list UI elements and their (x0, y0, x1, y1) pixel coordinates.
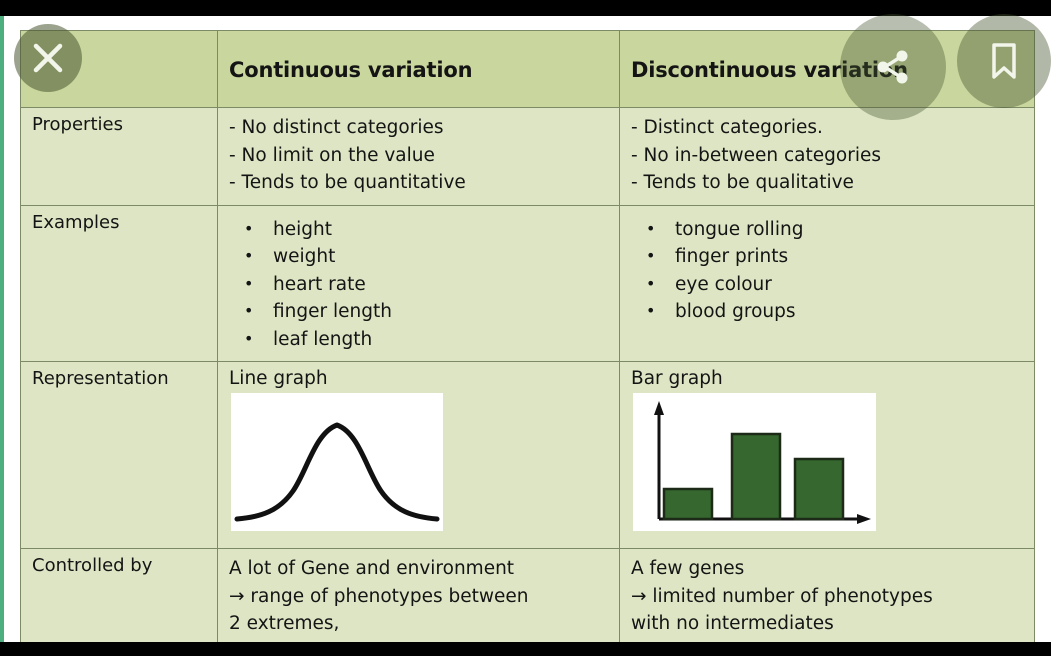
text-line: - Tends to be quantitative (229, 172, 466, 193)
text-line: - No in-between categories (631, 144, 881, 166)
cell-examples-discontinuous: tongue rolling finger prints eye colour … (619, 204, 1035, 362)
cell-representation-continuous: Line graph (217, 361, 620, 549)
table-row: Examples height weight heart rate finger… (20, 204, 1035, 362)
list-item: blood groups (646, 297, 1024, 326)
cell-properties-continuous: - No distinct categories - No limit on t… (217, 107, 620, 206)
bar-chart-icon (654, 401, 871, 524)
text-line: - Tends to be qualitative (631, 172, 854, 193)
header-cell-continuous: Continuous variation (217, 30, 620, 108)
text-line: A few genes (631, 558, 745, 579)
text-line: 2 extremes, (229, 613, 340, 634)
close-icon (33, 43, 63, 73)
table-row: Controlled by A lot of Gene and environm… (20, 548, 1035, 642)
row-label-representation: Representation (20, 361, 218, 549)
bookmark-button[interactable] (957, 14, 1051, 108)
text-line: A lot of Gene and environment (229, 558, 515, 579)
text-line: with no intermediates (631, 613, 834, 634)
text-line: - Distinct categories. (631, 117, 823, 138)
figure-caption-line-graph: Line graph (229, 368, 328, 389)
cell-representation-discontinuous: Bar graph (619, 361, 1035, 549)
row-label-properties: Properties (20, 107, 218, 206)
cell-controlled-by-discontinuous: A few genes → limited number of phenotyp… (619, 548, 1035, 642)
text-line: - No limit on the value (229, 144, 435, 166)
list-item: height (244, 215, 609, 244)
row-label-controlled-by: Controlled by (20, 548, 218, 642)
text-line: → limited number of phenotypes (631, 585, 933, 607)
cell-properties-discontinuous: - Distinct categories. - No in-between c… (619, 107, 1035, 206)
figure-caption-bar-graph: Bar graph (631, 368, 723, 389)
text-block: - Distinct categories. - No in-between c… (631, 114, 1024, 197)
comparison-table: Continuous variation Discontinuous varia… (20, 30, 1035, 642)
cell-examples-continuous: height weight heart rate finger length l… (217, 204, 620, 362)
comparison-table-wrapper: Continuous variation Discontinuous varia… (20, 30, 1035, 642)
list-item: tongue rolling (646, 215, 1024, 244)
share-icon (877, 50, 908, 84)
line-graph-figure (231, 393, 443, 531)
text-line: e.g. A, B, AB and O blood groups (631, 638, 1024, 643)
table-row: Properties - No distinct categories - No… (20, 107, 1035, 206)
list-item: finger prints (646, 242, 1024, 271)
text-line: → range of phenotypes between (229, 585, 529, 607)
header-label-discontinuous: Discontinuous variation (631, 58, 908, 82)
list-item: heart rate (244, 270, 609, 299)
list-item: eye colour (646, 270, 1024, 299)
text-line: - No distinct categories (229, 117, 444, 138)
close-button[interactable] (14, 24, 82, 92)
header-cell-discontinuous: Discontinuous variation (619, 30, 1035, 108)
share-button[interactable] (840, 14, 946, 120)
header-label-continuous: Continuous variation (229, 58, 473, 82)
bell-curve-icon (234, 422, 440, 522)
list-item: leaf length (244, 325, 609, 354)
list-item: weight (244, 242, 609, 271)
list-item: finger length (244, 297, 609, 326)
text-block: - No distinct categories - No limit on t… (229, 114, 609, 197)
document-image[interactable]: Continuous variation Discontinuous varia… (0, 16, 1051, 642)
bullet-list: height weight heart rate finger length l… (229, 215, 609, 354)
bar-graph-figure (633, 393, 876, 531)
cell-controlled-by-continuous: A lot of Gene and environment → range of… (217, 548, 620, 642)
left-edge-rule (0, 16, 4, 642)
text-line: e.g. height in humans. (229, 638, 609, 643)
text-block: A lot of Gene and environment → range of… (229, 555, 609, 642)
text-block: A few genes → limited number of phenotyp… (631, 555, 1024, 642)
row-label-examples: Examples (20, 204, 218, 362)
bullet-list: tongue rolling finger prints eye colour … (631, 215, 1024, 326)
bookmark-icon (992, 43, 1016, 79)
table-row: Representation Line graph Bar graph (20, 361, 1035, 549)
